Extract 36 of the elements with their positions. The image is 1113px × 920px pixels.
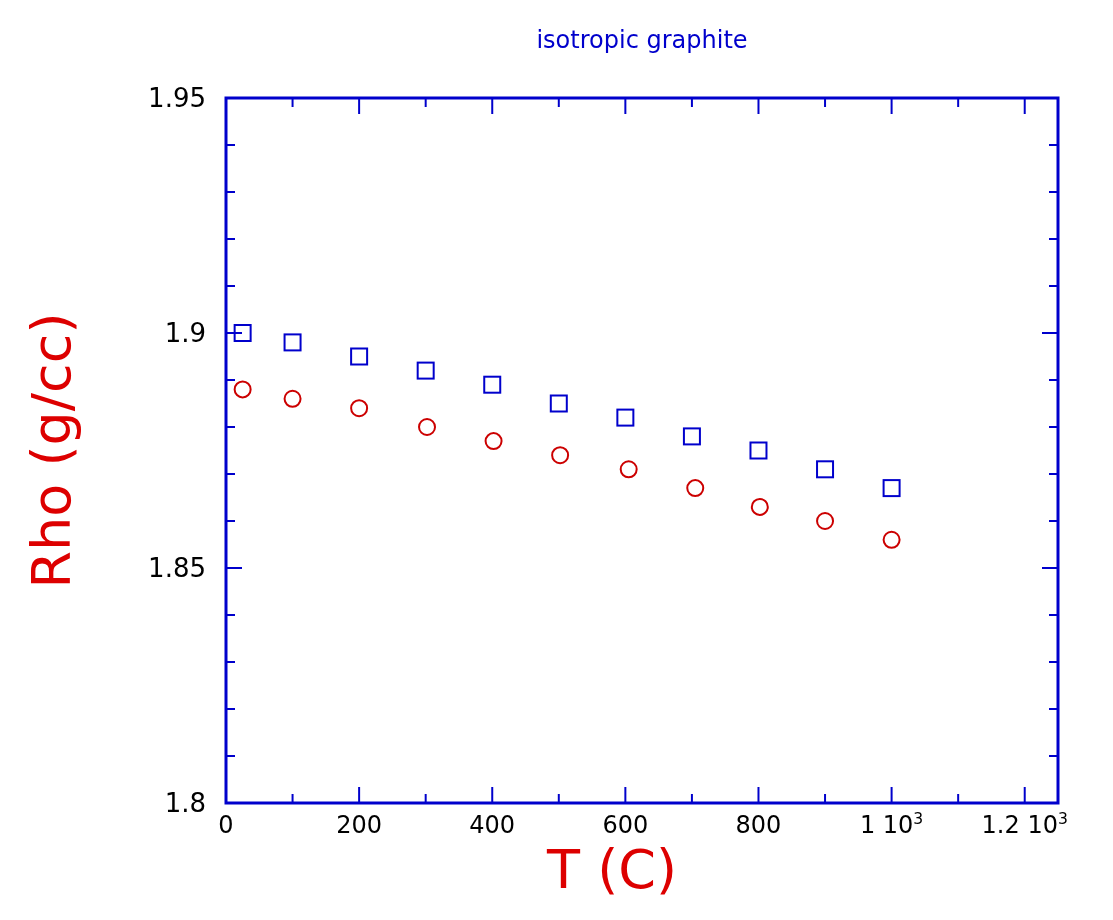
point: [816, 460, 835, 479]
point: [816, 512, 835, 530]
x-tick-label: 400: [469, 811, 516, 839]
point: [283, 389, 302, 408]
x-axis-title: T (C): [546, 838, 677, 901]
x-tick-label: 1 10$^{3}$: [859, 810, 924, 839]
y-tick-label: 1.85: [148, 553, 206, 583]
x-tick-label: 800: [735, 811, 782, 839]
point: [549, 394, 568, 413]
x-tick-label: 200: [336, 811, 383, 839]
point: [882, 479, 901, 498]
point: [882, 530, 901, 549]
point: [418, 418, 437, 436]
point: [484, 432, 503, 451]
point: [233, 380, 252, 399]
x-tick-label: 1.2 10$^{3}$: [981, 810, 1068, 839]
chart-title: isotropic graphite: [536, 26, 748, 54]
point: [416, 361, 435, 380]
point: [749, 441, 768, 460]
x-tick-label: 0: [218, 811, 234, 839]
y-tick-label: 1.8: [164, 788, 206, 818]
y-tick-label: 1.95: [148, 83, 206, 113]
point: [483, 375, 502, 394]
point: [686, 479, 705, 498]
point: [350, 399, 369, 418]
point: [682, 427, 701, 446]
point: [283, 333, 302, 352]
point: [750, 497, 769, 516]
y-axis-title: Rho (g/cc): [20, 312, 83, 589]
y-tick-label: 1.9: [164, 318, 206, 348]
point: [616, 408, 635, 427]
point: [619, 460, 638, 479]
point: [350, 347, 369, 366]
point: [551, 446, 570, 465]
point: [233, 324, 252, 342]
x-tick-label: 600: [602, 811, 649, 839]
